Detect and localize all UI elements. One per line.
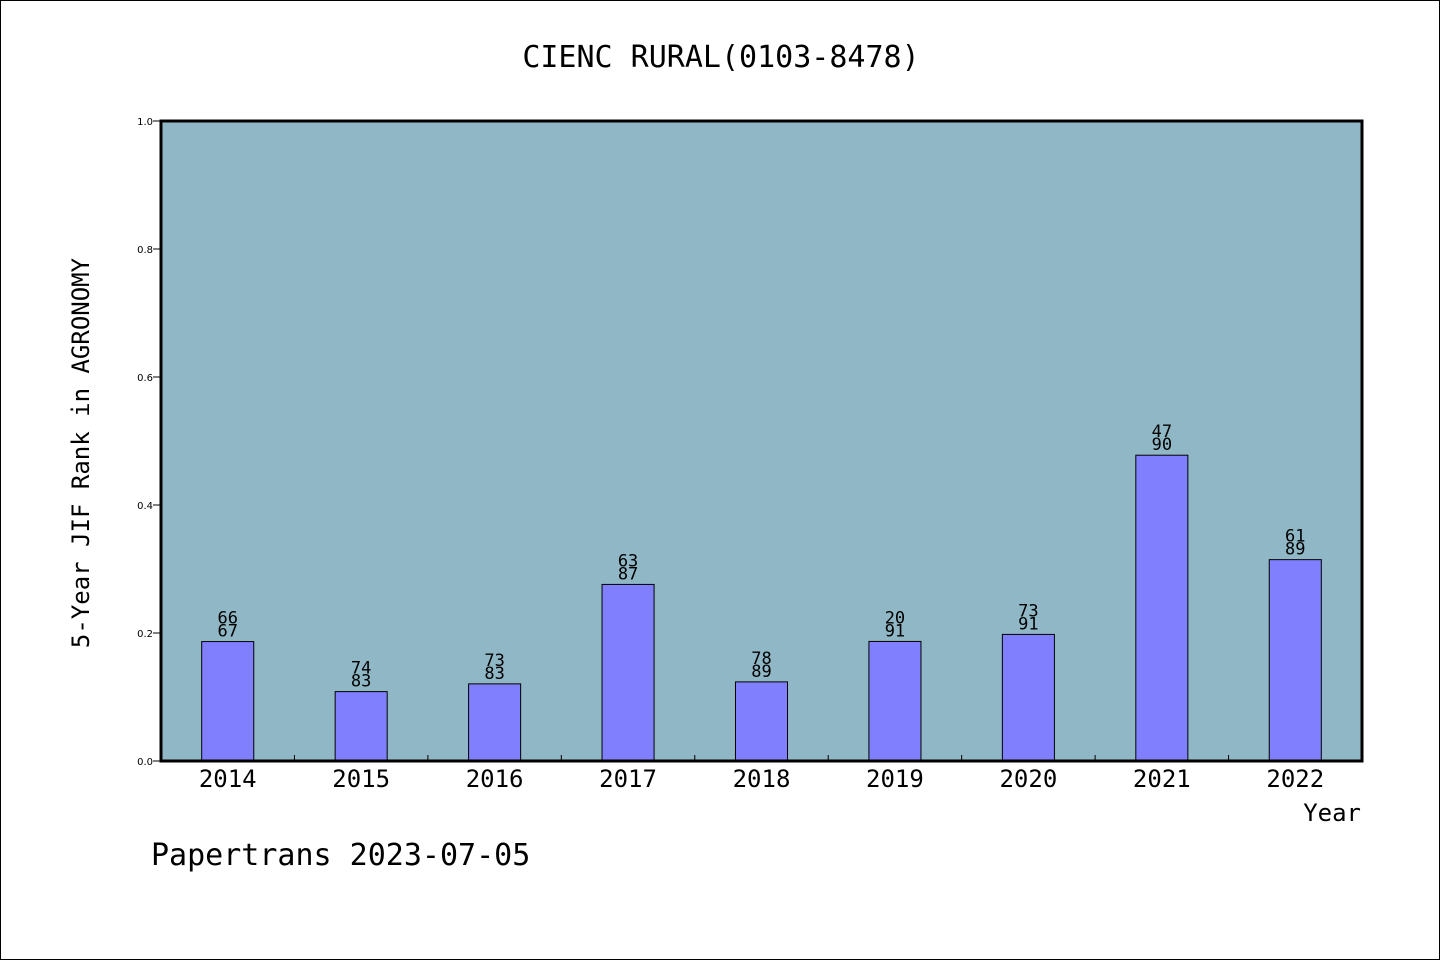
y-axis: 0.0 0.2 0.4 0.6 0.8 1.0 [137,117,161,768]
bar-rank-label: 78 [751,649,771,669]
bar-rank-label: 73 [1018,601,1038,621]
x-tick-label: 2018 [733,765,791,793]
x-tick-label: 2015 [332,765,390,793]
bar-total-label: 89 [751,662,771,682]
bar [1135,454,1189,762]
bar-total-label: 67 [217,622,237,642]
bar-total-label: 90 [1152,435,1172,455]
bar [201,641,255,762]
x-axis: 2014 2015 2016 2017 2018 2019 2020 2021 2022 [199,755,1324,793]
y-tick-label: 0.0 [137,757,153,768]
chart-title: CIENC RURAL(0103-8478) [522,40,919,75]
plot-border [159,119,1364,763]
y-tick-label: 0.8 [137,245,153,256]
x-tick-label: 2019 [866,765,924,793]
y-axis-label: 5-Year JIF Rank in AGRONOMY [67,257,95,648]
y-tick-label: 0.2 [137,629,153,640]
x-tick-label: 2022 [1266,765,1324,793]
bar-rank-label: 20 [885,608,905,628]
x-tick-label: 2021 [1133,765,1191,793]
bar [1268,559,1322,762]
y-tick-label: 0.6 [137,373,153,384]
bar-rank-label: 61 [1285,527,1305,547]
bar-rank-label: 74 [351,659,371,679]
bar [1001,633,1055,762]
bar-rank-label: 66 [217,609,237,629]
bar [334,691,388,762]
bar-total-label: 89 [1285,540,1305,560]
bar-total-label: 91 [885,621,905,641]
y-tick-label: 0.4 [137,501,153,512]
bar-total-label: 91 [1018,614,1038,634]
footer-credit: Papertrans 2023-07-05 [151,838,530,873]
bar-total-label: 83 [351,672,371,692]
bar-total-label: 87 [618,564,638,584]
bar-rank-label: 47 [1152,422,1172,442]
bar [468,683,522,762]
bar [868,640,922,762]
bar-series [201,454,1322,762]
bar-total-label: 83 [484,664,504,684]
bar-rank-label: 73 [484,651,504,671]
y-tick-label: 1.0 [137,117,153,128]
x-tick-label: 2014 [199,765,257,793]
x-tick-label: 2017 [599,765,657,793]
x-tick-label: 2020 [999,765,1057,793]
bar [601,583,655,762]
bar [734,681,789,762]
x-tick-label: 2016 [466,765,524,793]
x-axis-label: Year [1303,799,1361,827]
bar-rank-label: 63 [618,551,638,571]
